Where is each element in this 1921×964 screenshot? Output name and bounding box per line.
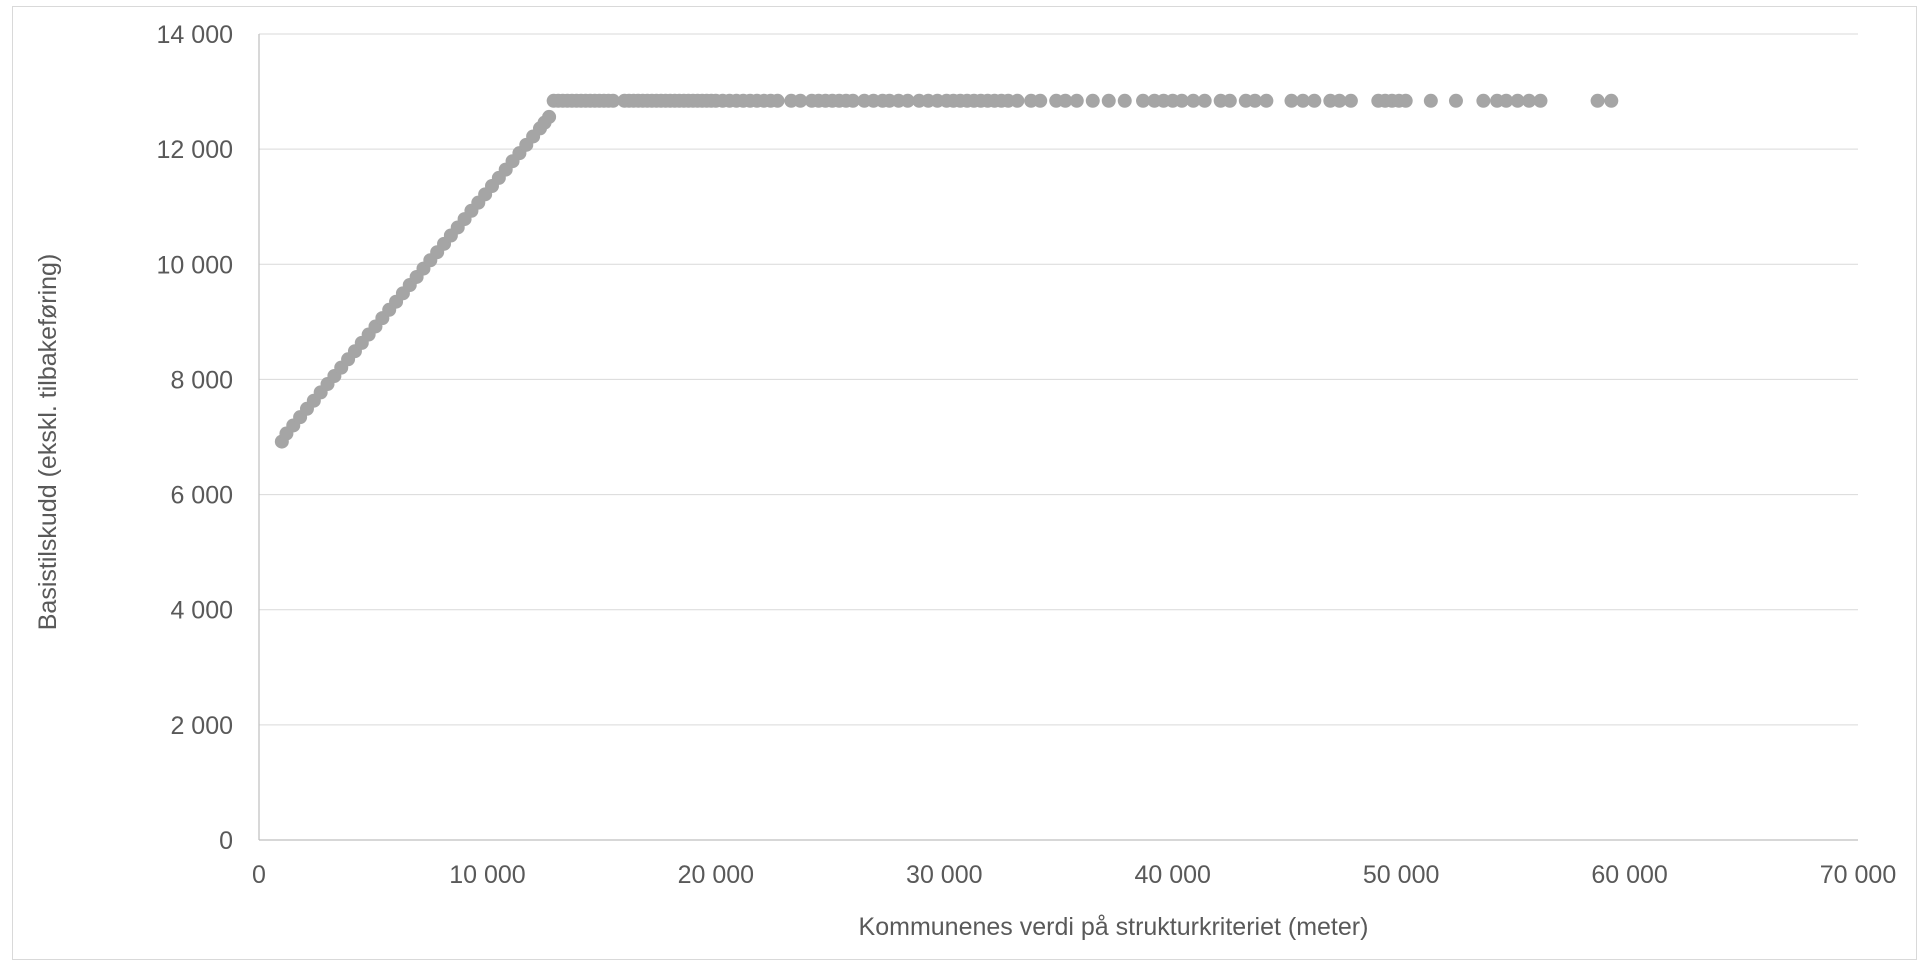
gridlines — [259, 33, 1858, 726]
x-tick-label: 40 000 — [1134, 861, 1210, 889]
data-point — [1117, 93, 1132, 108]
x-tick-label: 70 000 — [1820, 861, 1896, 889]
data-point — [1604, 93, 1619, 108]
data-point — [1423, 93, 1438, 108]
data-point — [1522, 93, 1537, 108]
x-axis-title: Kommunenes verdi på strukturkriteriet (m… — [859, 913, 1369, 941]
x-tick-label: 10 000 — [449, 861, 525, 889]
data-point — [542, 109, 557, 124]
data-point — [1307, 93, 1322, 108]
y-tick-label: 12 000 — [157, 136, 233, 164]
data-point — [1448, 93, 1463, 108]
data-point — [1197, 93, 1212, 108]
x-axis-tick-labels: 0 10 000 20 000 30 000 40 000 50 000 60 000 70 … — [252, 861, 1896, 889]
data-point — [1222, 93, 1237, 108]
y-axis-tick-labels: 0 2 000 4 000 6 000 8 000 10 000 12 000 14 000 — [157, 21, 233, 855]
y-tick-label: 0 — [219, 827, 233, 855]
y-tick-label: 2 000 — [170, 712, 233, 740]
data-point — [1284, 93, 1299, 108]
data-point — [900, 93, 915, 108]
data-point — [1247, 93, 1262, 108]
data-point — [793, 93, 808, 108]
data-point — [1058, 93, 1073, 108]
data-point — [1010, 93, 1025, 108]
y-tick-label: 8 000 — [170, 366, 233, 394]
data-point — [1533, 93, 1548, 108]
x-tick-label: 30 000 — [906, 861, 982, 889]
x-tick-label: 0 — [252, 861, 266, 889]
y-tick-label: 4 000 — [170, 597, 233, 625]
axes — [258, 34, 1858, 841]
data-point — [1295, 93, 1310, 108]
x-tick-label: 50 000 — [1363, 861, 1439, 889]
data-point — [1186, 93, 1201, 108]
data-point — [1174, 93, 1189, 108]
data-point — [1343, 93, 1358, 108]
y-axis-title: Basistilskudd (ekskl. tilbakeføring) — [34, 254, 62, 631]
data-point — [770, 93, 785, 108]
data-point — [1398, 93, 1413, 108]
y-tick-label: 6 000 — [170, 482, 233, 510]
x-tick-label: 60 000 — [1591, 861, 1667, 889]
data-point — [1332, 93, 1347, 108]
data-point — [1101, 93, 1116, 108]
x-tick-label: 20 000 — [678, 861, 754, 889]
data-point — [1069, 93, 1084, 108]
data-point — [1499, 93, 1514, 108]
data-point — [1590, 93, 1605, 108]
data-point — [1033, 93, 1048, 108]
y-tick-label: 10 000 — [157, 251, 233, 279]
data-points — [274, 93, 1619, 449]
data-point — [1476, 93, 1491, 108]
data-point — [845, 93, 860, 108]
y-tick-label: 14 000 — [157, 21, 233, 49]
data-point — [1259, 93, 1274, 108]
data-point — [1510, 93, 1525, 108]
data-point — [606, 93, 621, 108]
data-point — [1136, 93, 1151, 108]
data-point — [1085, 93, 1100, 108]
